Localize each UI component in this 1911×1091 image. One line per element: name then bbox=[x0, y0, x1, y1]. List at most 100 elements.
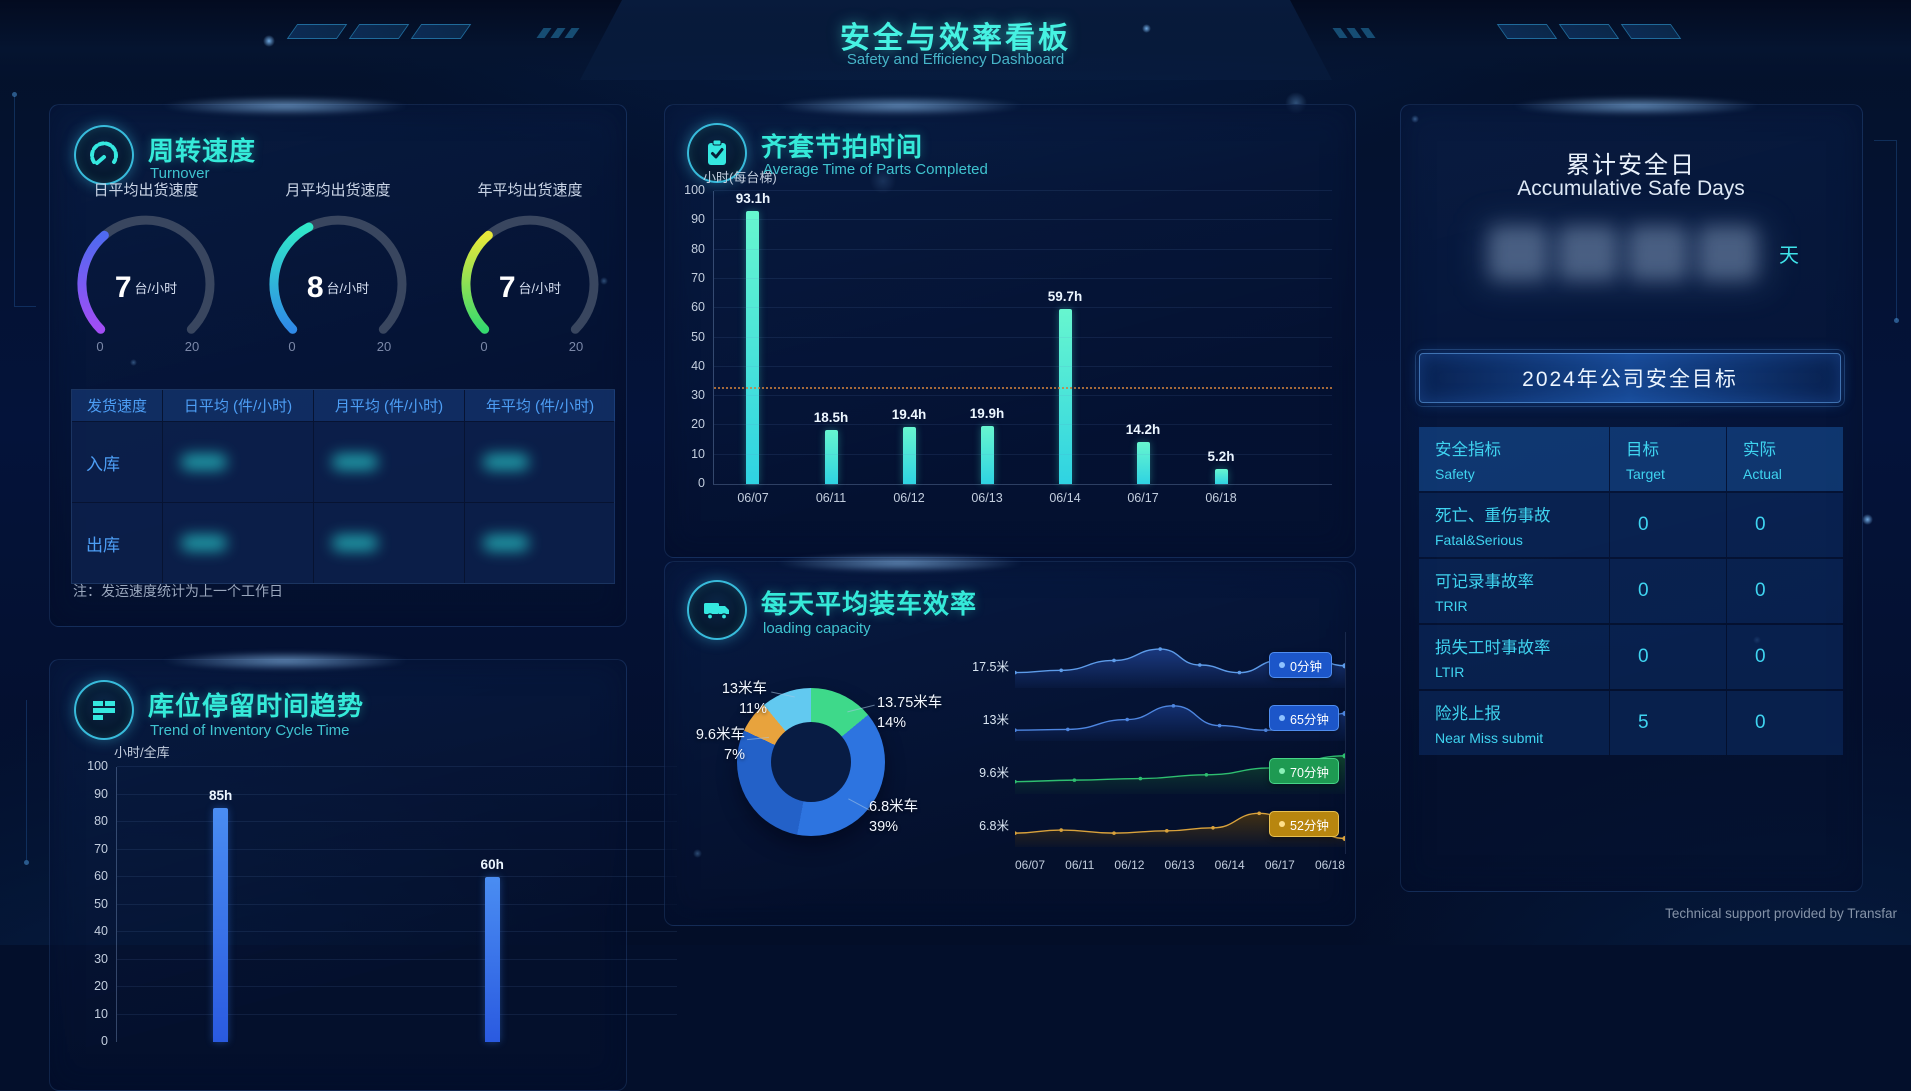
gridline bbox=[117, 931, 677, 932]
safety-table: 安全指标 Safety 目标 Target 实际 Actual 死亡、重伤事故 Fatal&S… bbox=[1419, 427, 1843, 755]
gauge-chart: 0 20 7 台/小时 bbox=[54, 202, 238, 365]
gauge-label: 月平均出货速度 bbox=[285, 182, 391, 199]
indicator-cn: 死亡、重伤事故 bbox=[1435, 507, 1551, 525]
table-header-cell: 月平均 (件/小时) bbox=[314, 390, 464, 421]
blur-blob bbox=[181, 535, 227, 551]
table-value-blurred bbox=[163, 422, 313, 502]
glow-dot bbox=[263, 35, 275, 47]
footer-credit: Technical support provided by Transfar bbox=[1665, 906, 1897, 921]
y-tick: 0 bbox=[101, 1034, 108, 1048]
table-header-cell: 年平均 (件/小时) bbox=[465, 390, 615, 421]
indicator-en: TRIR bbox=[1435, 598, 1468, 614]
circuit-line bbox=[1896, 140, 1897, 320]
safety-goal-button[interactable]: 2024年公司安全目标 bbox=[1415, 349, 1845, 407]
safe-days-blur-haze bbox=[1479, 221, 1769, 289]
line-chart-row: 9.6米 70分钟 bbox=[965, 746, 1349, 796]
safe-days-title-cn: 累计安全日 bbox=[1566, 152, 1696, 179]
table-header-cell: 发货速度 bbox=[72, 390, 162, 421]
header-cn: 目标 bbox=[1626, 441, 1659, 459]
safe-days-unit: 天 bbox=[1779, 245, 1799, 267]
gridline bbox=[714, 424, 1332, 426]
target-value: 0 bbox=[1610, 493, 1726, 557]
panel-inventory: 库位停留时间趋势 Trend of Inventory Cycle Time 小… bbox=[49, 659, 677, 1091]
y-tick: 40 bbox=[94, 924, 108, 938]
svg-text:20: 20 bbox=[185, 339, 199, 354]
panel-title: 周转速度 bbox=[148, 136, 257, 166]
duration-badge: 0分钟 bbox=[1269, 652, 1332, 678]
y-axis-unit: 小时(每台梯) bbox=[703, 170, 777, 185]
blur-blob bbox=[332, 535, 378, 551]
svg-text:8台/小时: 8 台/小时 bbox=[307, 271, 369, 304]
header-en: Safety bbox=[1435, 466, 1475, 482]
glow-dot bbox=[1142, 24, 1151, 33]
header-band: 安全与效率看板 Safety and Efficiency Dashboard bbox=[0, 0, 1911, 82]
bar bbox=[1136, 442, 1150, 484]
svg-text:7台/小时: 7 台/小时 bbox=[499, 271, 561, 304]
table-value-blurred bbox=[314, 503, 464, 583]
reference-line bbox=[714, 386, 1332, 389]
gridline bbox=[714, 336, 1332, 338]
table-value-blurred bbox=[465, 503, 615, 583]
bar-value: 19.4h bbox=[891, 407, 927, 423]
x-tick: 06/12 bbox=[1114, 858, 1145, 872]
badge-dot bbox=[1279, 821, 1285, 827]
svg-text:0: 0 bbox=[480, 339, 487, 354]
safety-indicator-cell: 死亡、重伤事故 Fatal&Serious bbox=[1419, 493, 1609, 557]
badge-dot bbox=[1279, 715, 1285, 721]
safe-days-digit-blurred bbox=[1629, 226, 1687, 280]
x-tick: 06/13 bbox=[1164, 858, 1195, 872]
svg-text:0: 0 bbox=[288, 339, 295, 354]
y-tick: 20 bbox=[94, 979, 108, 993]
panel-subtitle: Turnover bbox=[150, 165, 210, 182]
y-tick: 10 bbox=[94, 1006, 108, 1021]
blur-blob bbox=[483, 535, 529, 551]
table-header-cell: 日平均 (件/小时) bbox=[163, 390, 313, 421]
svg-text:20: 20 bbox=[569, 339, 583, 354]
header-en: Actual bbox=[1743, 466, 1782, 482]
x-tick: 06/18 bbox=[1314, 858, 1345, 872]
truck-icon bbox=[687, 580, 747, 640]
y-tick: 60 bbox=[691, 300, 705, 315]
gridline bbox=[117, 766, 677, 767]
gauge: 月平均出货速度 0 20 8 台/小时 bbox=[242, 179, 434, 389]
loading-x-axis: 06/07 06/11 06/12 06/13 06/14 06/17 06/18 bbox=[1015, 858, 1345, 872]
x-tick: 06/18 bbox=[1205, 491, 1237, 505]
blur-blob bbox=[332, 454, 378, 470]
actual-value: 0 bbox=[1727, 559, 1843, 623]
safety-indicator-cell: 险兆上报 Near Miss submit bbox=[1419, 691, 1609, 755]
turnover-table: 发货速度 日平均 (件/小时) 月平均 (件/小时) 年平均 (件/小时) 入库 出库 bbox=[71, 389, 615, 584]
gridline bbox=[714, 365, 1332, 367]
header-cn: 安全指标 bbox=[1435, 441, 1501, 459]
bar-value: 93.1h bbox=[735, 191, 771, 207]
gauge-chart: 0 20 7 台/小时 bbox=[438, 202, 622, 365]
circuit-line bbox=[14, 306, 36, 307]
svg-text:20: 20 bbox=[377, 339, 391, 354]
bar-value: 19.9h bbox=[969, 405, 1005, 421]
bar bbox=[746, 211, 760, 484]
gauge: 日平均出货速度 0 20 7 台/小时 bbox=[50, 179, 242, 389]
safety-row: 死亡、重伤事故 Fatal&Serious 0 0 bbox=[1419, 493, 1843, 557]
actual-value: 0 bbox=[1727, 625, 1843, 689]
gridline bbox=[117, 903, 677, 905]
gridline bbox=[714, 277, 1332, 279]
chart-right-gridline bbox=[1345, 632, 1346, 854]
glow-dot bbox=[1862, 514, 1873, 525]
badge-text: 70分钟 bbox=[1290, 765, 1329, 780]
circuit-line bbox=[26, 700, 27, 860]
header-trapezoid bbox=[580, 0, 1332, 80]
safe-days-digit-blurred bbox=[1559, 226, 1617, 280]
safety-row: 可记录事故率 TRIR 0 0 bbox=[1419, 559, 1843, 623]
target-value: 5 bbox=[1610, 691, 1726, 755]
donut-label-68m: 6.8米车 39% bbox=[869, 799, 919, 835]
header-cn: 实际 bbox=[1743, 441, 1776, 459]
gridline bbox=[714, 395, 1332, 397]
y-tick: 100 bbox=[684, 183, 705, 197]
indicator-en: LTIR bbox=[1435, 664, 1465, 680]
gridline bbox=[117, 793, 677, 795]
x-tick: 06/12 bbox=[893, 491, 925, 505]
safety-indicator-cell: 损失工时事故率 LTIR bbox=[1419, 625, 1609, 689]
x-tick: 06/07 bbox=[737, 491, 769, 505]
y-tick: 10 bbox=[691, 446, 705, 461]
line-series-label: 6.8米 bbox=[979, 819, 1009, 833]
gauge-label: 日平均出货速度 bbox=[93, 182, 199, 199]
